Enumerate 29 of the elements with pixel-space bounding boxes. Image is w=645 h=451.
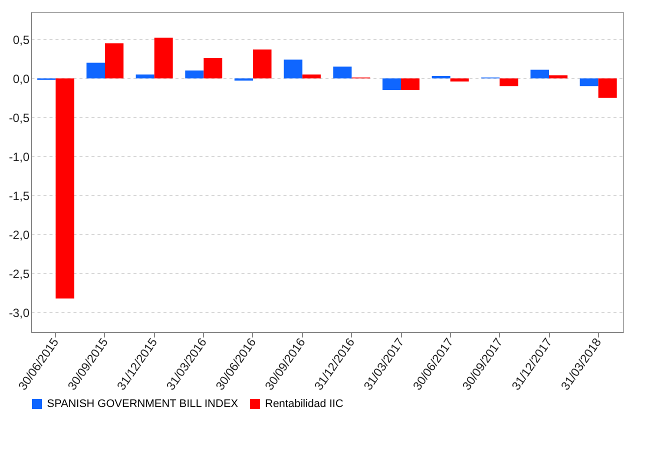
bar — [105, 43, 124, 78]
bar — [154, 38, 173, 78]
bar — [136, 74, 154, 78]
bar — [253, 49, 272, 78]
bar — [580, 78, 598, 86]
y-tick-label: -0,5 — [8, 110, 30, 125]
legend-label: SPANISH GOVERNMENT BILL INDEX — [47, 398, 239, 410]
legend-label: Rentabilidad IIC — [265, 398, 344, 410]
bar — [382, 78, 401, 90]
y-tick-label: -2,5 — [8, 266, 30, 281]
bar — [333, 66, 352, 78]
bar — [284, 60, 302, 78]
bar — [401, 78, 420, 90]
y-tick-label: -1,0 — [8, 150, 30, 164]
bar — [302, 74, 321, 78]
bar — [500, 78, 518, 86]
y-tick-label: -1,5 — [8, 188, 30, 203]
bar — [450, 78, 469, 82]
bar — [86, 62, 105, 78]
y-tick-label: -3,0 — [8, 306, 30, 320]
bar — [530, 70, 549, 78]
bar — [56, 78, 74, 298]
y-tick-label: 0,0 — [12, 72, 30, 86]
bar — [204, 58, 222, 78]
bar — [549, 75, 568, 78]
bar — [185, 70, 204, 78]
bar — [598, 78, 617, 98]
y-tick-label: -2,0 — [8, 228, 30, 242]
y-tick-label: 0,5 — [12, 32, 30, 47]
